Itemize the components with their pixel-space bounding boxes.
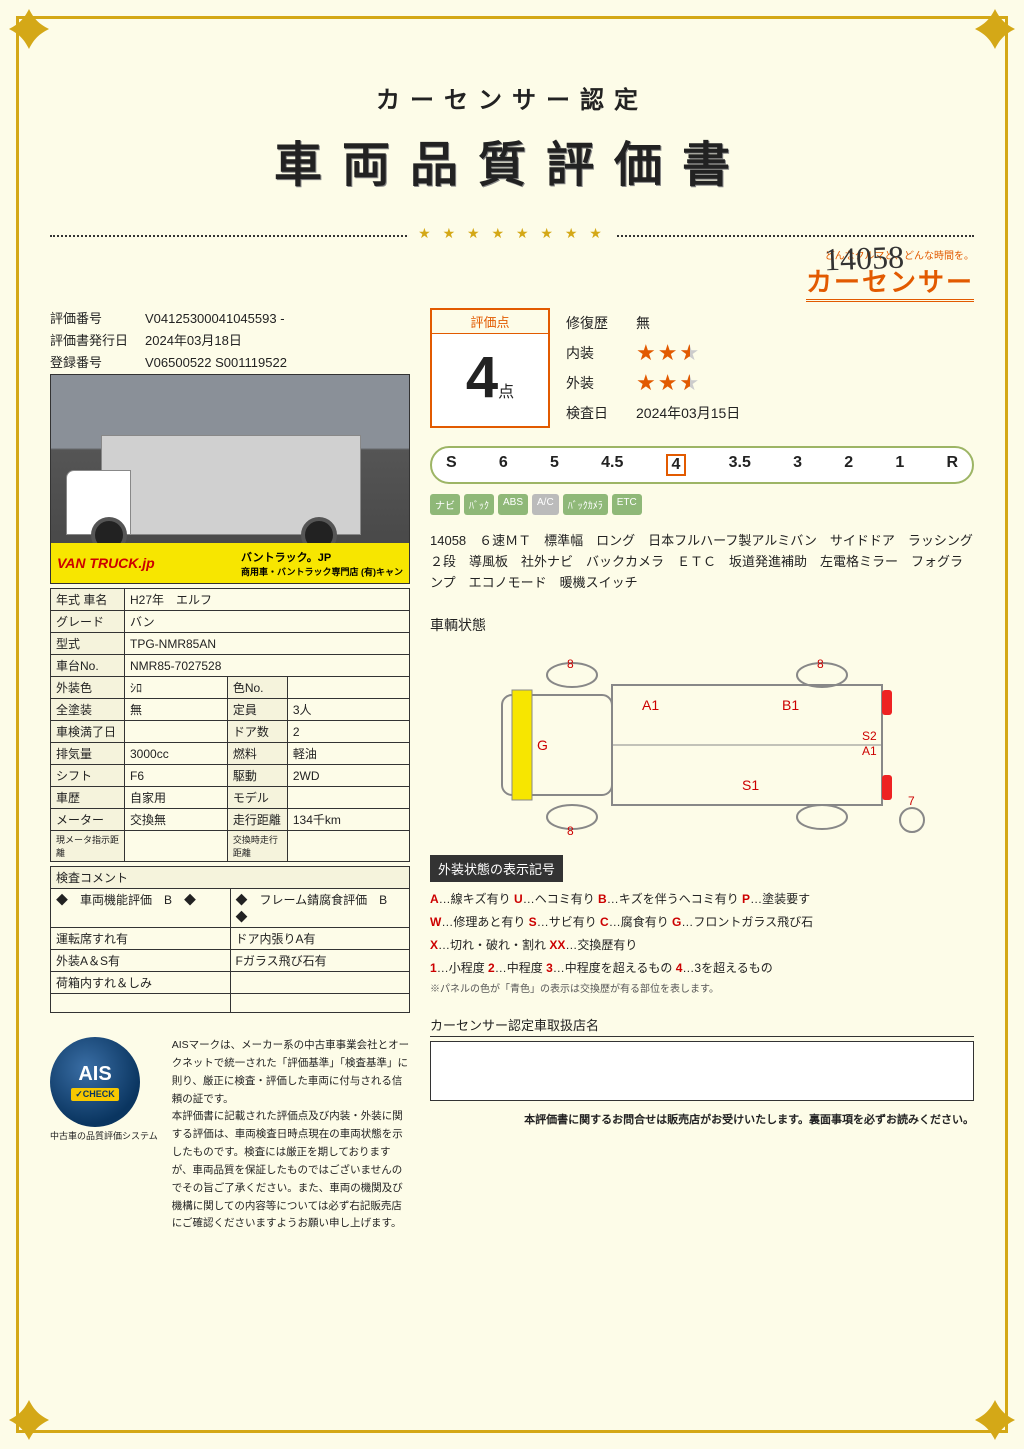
vehicle-diagram: A1 B1 S1 S2 A1 G 8 8 8 7 bbox=[430, 635, 974, 845]
svg-text:S1: S1 bbox=[742, 777, 759, 793]
corner-ornament bbox=[970, 4, 1020, 54]
corner-ornament bbox=[970, 1395, 1020, 1445]
feature-badges: ナビﾊﾞｯｸABSA/CﾊﾞｯｸｶﾒﾗETC bbox=[430, 494, 974, 515]
ais-caption: 中古車の品質評価システム bbox=[50, 1129, 158, 1142]
supertitle: カーセンサー認定 bbox=[50, 80, 974, 115]
meta-issue-date: 評価書発行日2024年03月18日 bbox=[50, 330, 410, 349]
bottom-note: 本評価書に関するお問合せは販売店がお受けいたします。裏面事項を必ずお読みください… bbox=[430, 1111, 974, 1127]
photo-banner: VAN TRUCK.jp バントラック。JP商用車・バントラック専門店 (有)キ… bbox=[51, 543, 409, 583]
score-box: 評価点 4点 bbox=[430, 308, 550, 428]
svg-text:B1: B1 bbox=[782, 697, 799, 713]
vehicle-description: 14058 ６速ＭＴ 標準幅 ロング 日本フルハーフ製アルミバン サイドドア ラ… bbox=[430, 531, 974, 593]
svg-text:S2: S2 bbox=[862, 729, 877, 743]
star-divider bbox=[50, 235, 974, 237]
dealer-box bbox=[430, 1041, 974, 1101]
svg-text:8: 8 bbox=[567, 657, 574, 671]
vehicle-photo: VAN TRUCK.jp バントラック。JP商用車・バントラック専門店 (有)キ… bbox=[50, 374, 410, 584]
ais-badge: AIS ✓CHECK bbox=[50, 1037, 140, 1127]
corner-ornament bbox=[4, 4, 54, 54]
meta-reg-no: 登録番号V06500522 S001119522 bbox=[50, 352, 410, 371]
ais-text: AISマークは、メーカー系の中古車事業会社とオークネットで統一された「評価基準」… bbox=[172, 1037, 410, 1233]
svg-text:G: G bbox=[537, 737, 548, 753]
score-scale: S654.543.5321R bbox=[430, 446, 974, 484]
interior-stars: ★★★ bbox=[636, 340, 701, 366]
page-title: 車両品質評価書 bbox=[50, 125, 974, 195]
diagram-title: 車輌状態 bbox=[430, 615, 974, 635]
svg-text:A1: A1 bbox=[862, 744, 877, 758]
meta-eval-no: 評価番号V04125300041045593 - bbox=[50, 308, 410, 327]
inspection-comment: 検査コメント ◆ 車両機能評価 B ◆◆ フレーム錆腐食評価 B ◆ 運転席すれ… bbox=[50, 866, 410, 1013]
exterior-stars: ★★★ bbox=[636, 370, 701, 396]
handwritten-number: 14058 bbox=[823, 239, 904, 279]
corner-ornament bbox=[4, 1395, 54, 1445]
legend-body: A…線キズ有り U…ヘコミ有り B…キズを伴うヘコミ有り P…塗装要す W…修理… bbox=[430, 888, 974, 998]
svg-text:A1: A1 bbox=[642, 697, 659, 713]
rating-table: 修復歴無 内装★★★ 外装★★★ 検査日2024年03月15日 bbox=[566, 308, 974, 428]
svg-text:8: 8 bbox=[817, 657, 824, 671]
legend-header: 外装状態の表示記号 bbox=[430, 855, 563, 882]
spec-table: 年式 車名H27年 エルフ グレードバン 型式TPG-NMR85AN 車台No.… bbox=[50, 588, 410, 862]
svg-text:7: 7 bbox=[908, 794, 915, 808]
svg-text:8: 8 bbox=[567, 824, 574, 838]
dealer-header: カーセンサー認定車取扱店名 bbox=[430, 1015, 974, 1037]
